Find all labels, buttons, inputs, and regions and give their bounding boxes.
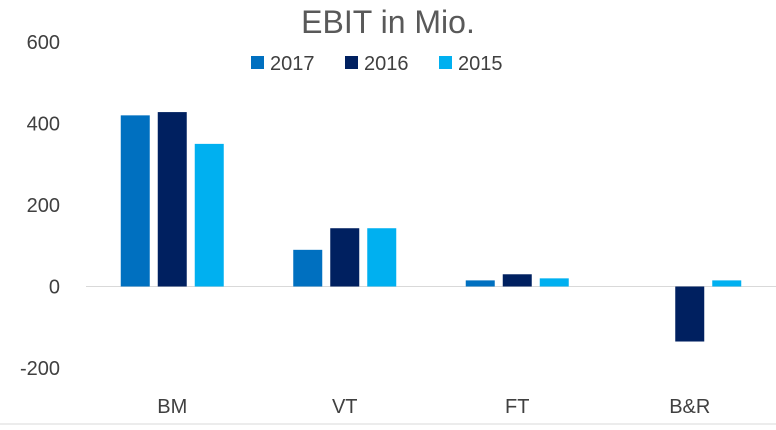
bar-2015-B&R	[712, 280, 742, 287]
x-category-label: BM	[157, 396, 187, 418]
x-category-label: FT	[505, 396, 529, 418]
legend: 2017 2016 2015	[251, 53, 503, 75]
bar-2016-VT	[330, 228, 360, 287]
bar-2015-BM	[194, 143, 224, 287]
x-category-label: B&R	[669, 396, 710, 418]
y-tick-label: 400	[27, 114, 60, 136]
bar-2017-BM	[120, 115, 150, 287]
y-tick-label: 200	[27, 195, 60, 217]
bar-2016-FT	[502, 274, 532, 287]
bars	[120, 112, 742, 342]
y-tick-label: 0	[49, 277, 60, 299]
legend-swatch-2015	[439, 56, 452, 69]
legend-swatch-2017	[251, 56, 264, 69]
bar-2017-FT	[465, 280, 495, 287]
bar-2016-B&R	[675, 286, 705, 342]
y-tick-label: -200	[20, 358, 60, 380]
legend-label: 2017	[270, 53, 315, 75]
x-axis: BM VT FT B&R	[157, 396, 710, 418]
legend-label: 2016	[364, 53, 409, 75]
bar-2015-VT	[367, 228, 397, 287]
bar-2017-VT	[293, 249, 323, 287]
chart-title: EBIT in Mio.	[301, 4, 475, 40]
legend-label: 2015	[458, 53, 503, 75]
legend-swatch-2016	[345, 56, 358, 69]
x-category-label: VT	[332, 396, 358, 418]
bar-2016-BM	[157, 112, 187, 287]
y-axis: 600 400 200 0 -200	[20, 32, 60, 380]
bar-2015-FT	[539, 278, 569, 287]
y-tick-label: 600	[27, 32, 60, 54]
